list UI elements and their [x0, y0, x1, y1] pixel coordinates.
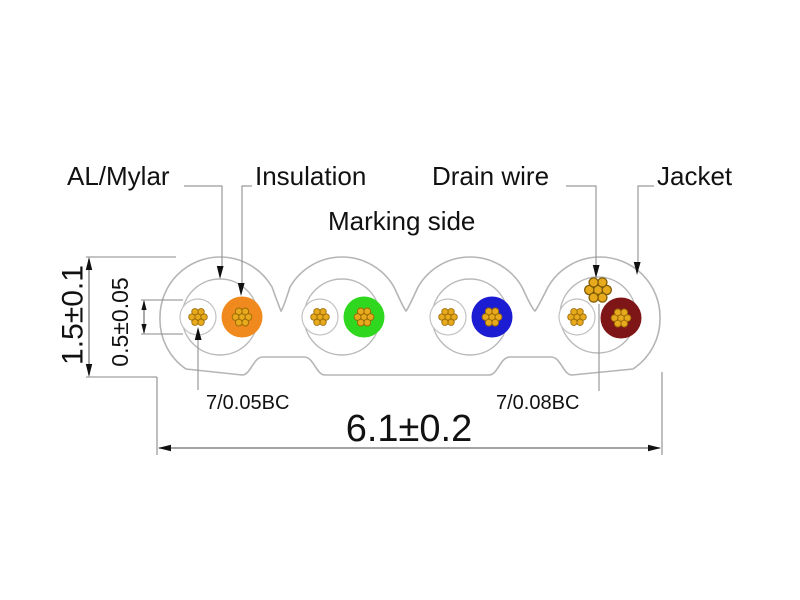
strand-cluster-icon [437, 306, 459, 328]
strand-cluster-icon [352, 306, 376, 328]
insulation-leader [241, 185, 252, 283]
label-al-mylar: AL/Mylar [67, 161, 170, 191]
al-mylar-arrowhead-icon [216, 266, 224, 279]
drain-wire-strands-icon [585, 278, 612, 302]
jacket-outline [159, 256, 661, 376]
label-jacket: Jacket [657, 161, 733, 191]
drain-wire-leader [566, 185, 597, 265]
dim-cable-height: 1.5±0.1 [57, 265, 90, 365]
dim-arrow-icon [141, 300, 147, 310]
dim-conductor-od: 0.5±0.05 [107, 277, 133, 366]
dim-arrow-icon [85, 364, 93, 377]
dim-signal-conductor: 7/0.05BC [206, 392, 289, 414]
strand-cluster-icon [309, 306, 331, 328]
strand-cluster-icon [187, 306, 209, 328]
jacket-leader [637, 185, 654, 262]
label-drain-wire: Drain wire [432, 161, 549, 191]
label-marking-side: Marking side [328, 206, 475, 236]
strand-cluster-icon [609, 307, 633, 329]
strand-cluster-icon [230, 306, 254, 328]
strand-cluster-icon [480, 306, 504, 328]
insulation-arrowhead-icon [237, 283, 245, 296]
signal-conductor-arrowhead-icon [194, 327, 202, 340]
strand-cluster-icon [566, 306, 588, 328]
dim-arrow-icon [141, 324, 147, 334]
al-mylar-leader [184, 185, 223, 266]
dim-arrow-icon [85, 257, 93, 270]
dim-arrow-icon [648, 444, 661, 452]
dim-arrow-icon [158, 444, 171, 452]
dim-cable-width: 6.1±0.2 [346, 408, 473, 450]
jacket-arrowhead-icon [633, 262, 641, 275]
dim-drain-conductor: 7/0.08BC [496, 392, 579, 414]
label-insulation: Insulation [255, 161, 366, 191]
drain-wire-arrowhead-icon [592, 265, 600, 278]
